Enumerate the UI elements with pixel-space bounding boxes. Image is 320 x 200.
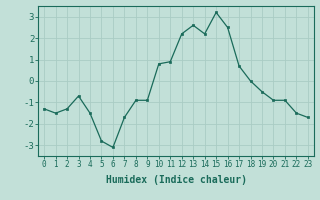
X-axis label: Humidex (Indice chaleur): Humidex (Indice chaleur) <box>106 175 246 185</box>
